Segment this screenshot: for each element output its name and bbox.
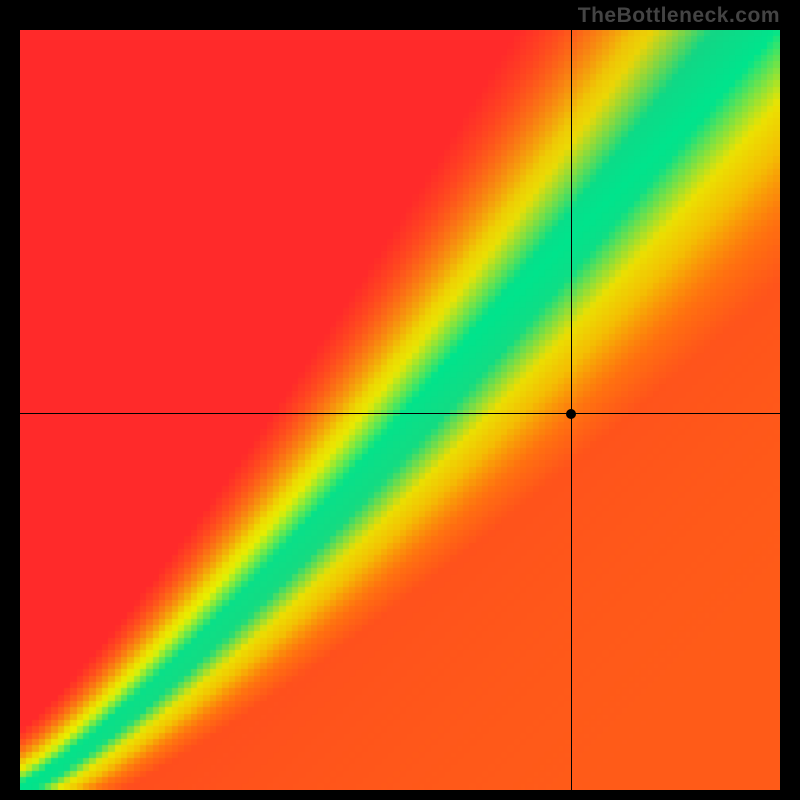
marker-dot [566, 409, 576, 419]
heatmap-canvas [20, 30, 780, 790]
watermark-text: TheBottleneck.com [578, 4, 780, 28]
plot-area [20, 30, 780, 790]
crosshair-horizontal [20, 413, 780, 414]
